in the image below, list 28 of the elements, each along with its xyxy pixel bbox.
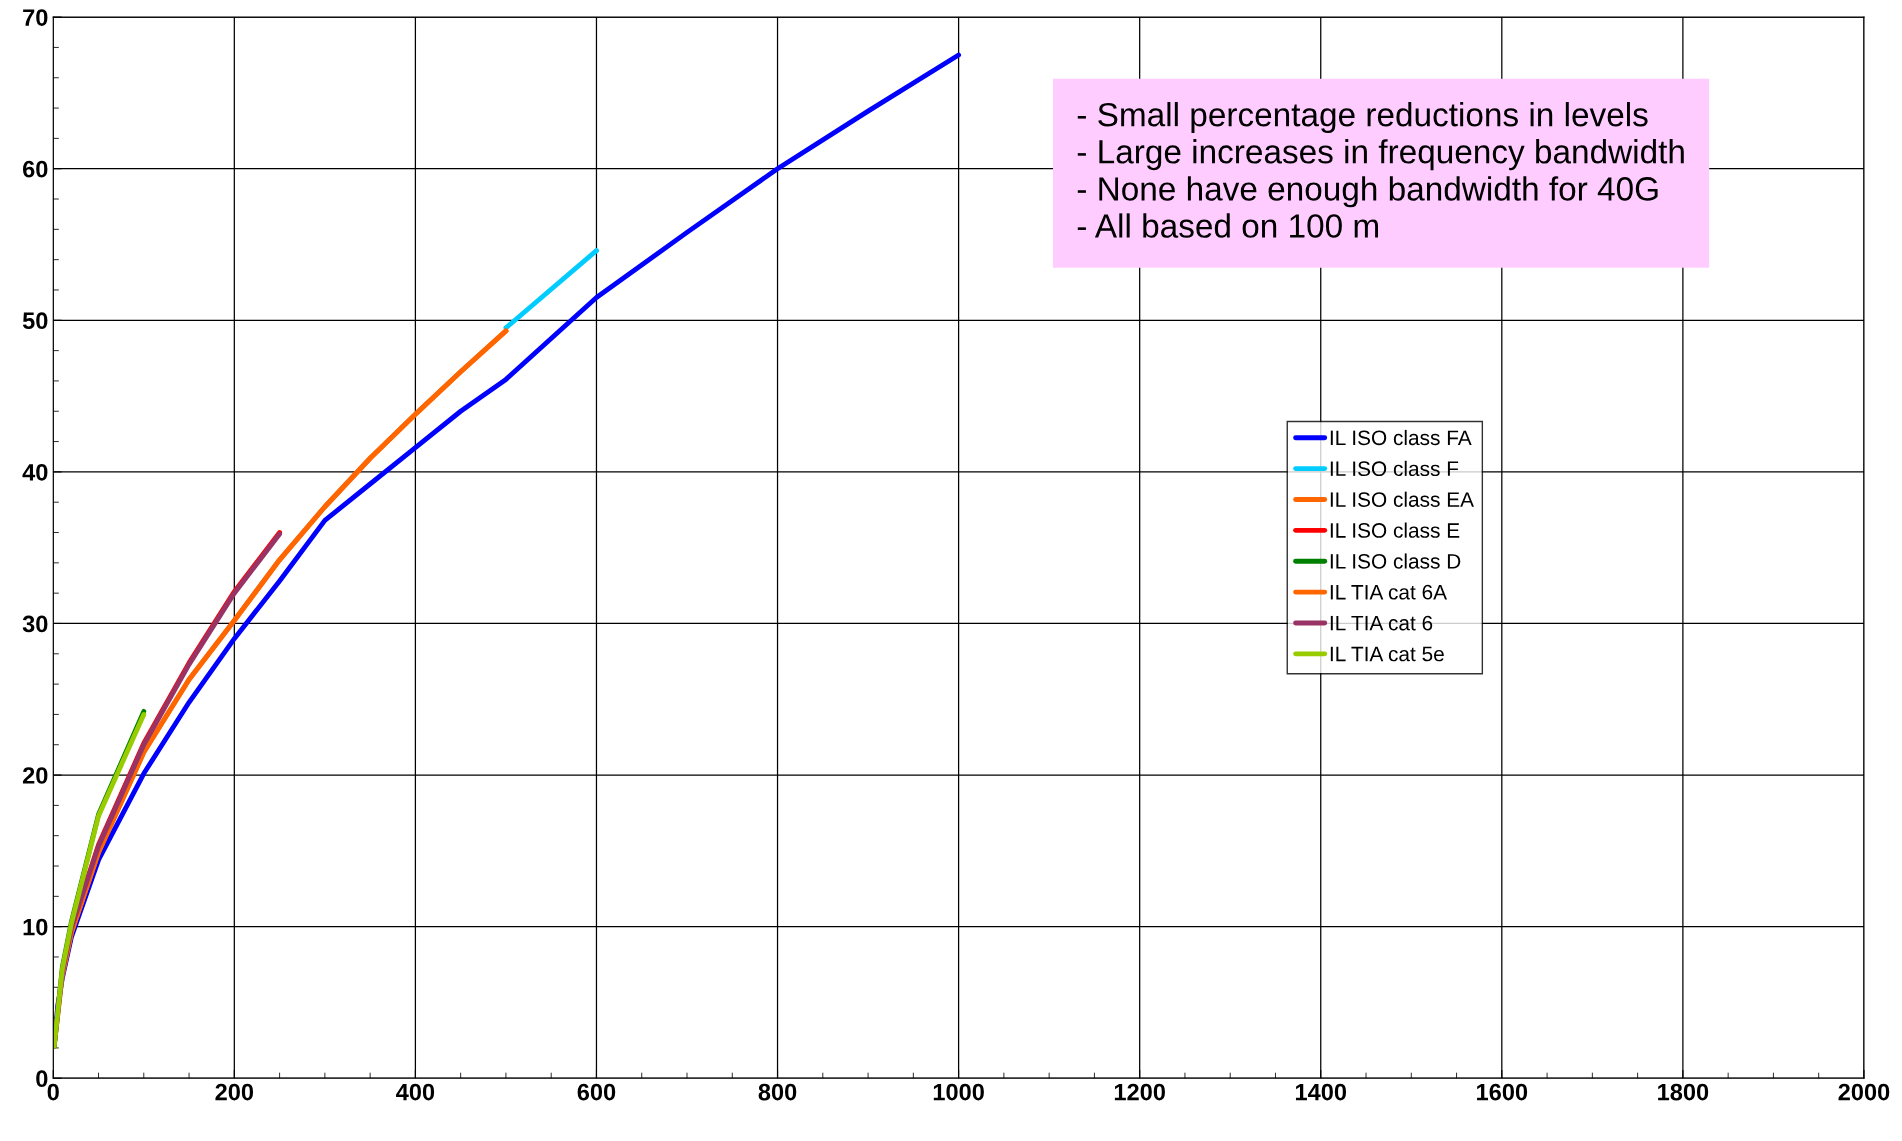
x-tick-label: 200 [215, 1083, 254, 1101]
x-tick-label: 0 [47, 1083, 59, 1101]
annotation: - Small percentage reductions in levels - Large increases in frequency bandwidth - None have enough bandwidth for 40G - All based on 100 m [1077, 102, 1684, 238]
legend-label: IL ISO class FA [1330, 429, 1472, 446]
x-tick-label: 1800 [1658, 1083, 1709, 1101]
y-tick-label: 60 [23, 160, 48, 178]
legend-label: IL TIA cat 6 [1330, 615, 1433, 631]
y-tick-label: 20 [22, 767, 48, 784]
legend-label: IL TIA cat 6A [1330, 584, 1447, 600]
y-tick-label: 40 [22, 463, 48, 481]
legend-label: IL ISO class E [1330, 522, 1460, 538]
legend-label: IL ISO class EA [1330, 491, 1474, 507]
x-tick-label: 1600 [1477, 1083, 1528, 1101]
x-tick-label: 800 [758, 1083, 797, 1101]
x-tick-label: 600 [577, 1083, 616, 1101]
y-tick-label: 50 [22, 312, 48, 330]
y-tick-label: 10 [23, 918, 48, 936]
legend-label: IL TIA cat 5e [1330, 646, 1444, 662]
x-tick-label: 2000 [1838, 1083, 1890, 1101]
y-tick-label: 0 [36, 1070, 48, 1088]
y-tick-label: 30 [22, 615, 48, 633]
x-tick-label: 1200 [1114, 1083, 1165, 1101]
legend-label: IL ISO class D [1330, 553, 1461, 569]
x-tick-label: 1000 [933, 1083, 984, 1101]
x-tick-label: 400 [396, 1083, 435, 1101]
y-tick-label: 70 [23, 9, 48, 26]
legend-label: IL ISO class F [1330, 460, 1459, 477]
x-tick-label: 1400 [1295, 1083, 1347, 1101]
